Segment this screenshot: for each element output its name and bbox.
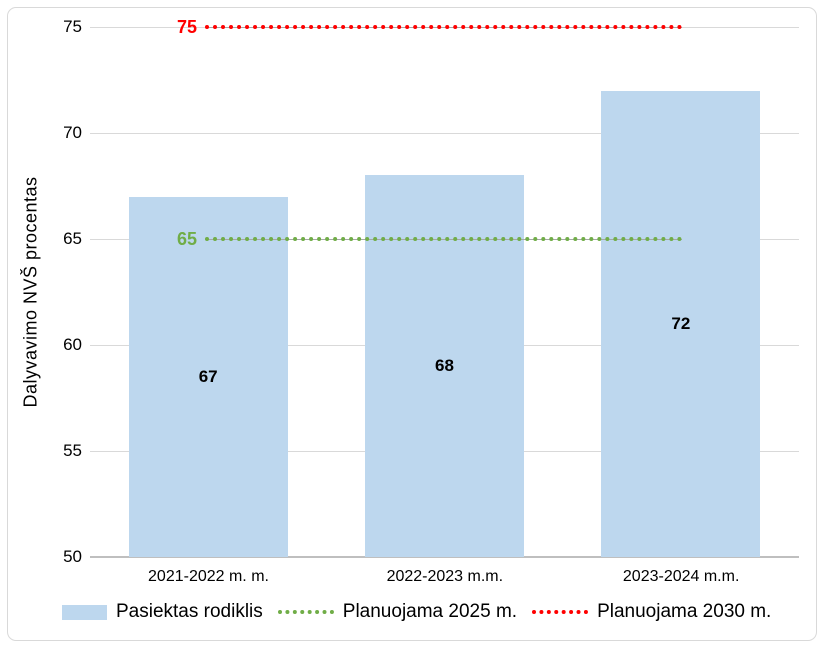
red-dotted-line-swatch-icon xyxy=(532,610,589,614)
y-tick-label: 70 xyxy=(63,123,82,142)
legend-label: Planuojama 2030 m. xyxy=(597,601,772,622)
bar-value-label: 72 xyxy=(671,313,691,333)
gridline xyxy=(90,133,799,134)
x-category-label: 2022-2023 m.m. xyxy=(386,568,504,585)
legend-item-planuojama-2030: Planuojama 2030 m. xyxy=(532,601,771,623)
bar-2023-2024: 72 xyxy=(601,90,761,557)
x-axis-line xyxy=(90,556,799,558)
target-line-dotted xyxy=(205,237,682,241)
bar-swatch-icon xyxy=(62,604,107,620)
plot-area: 67 68 72 65 75 xyxy=(90,17,799,558)
legend-label: Pasiektas rodiklis xyxy=(116,601,263,622)
legend: Pasiektas rodiklis Planuojama 2025 m. Pl… xyxy=(62,600,771,624)
target-line-value-label: 75 xyxy=(176,17,197,37)
bar-2021-2022: 67 xyxy=(128,196,288,557)
legend-item-planuojama-2025: Planuojama 2025 m. xyxy=(277,601,518,623)
y-axis-title: Dalyvavimo NVŠ procentas xyxy=(20,176,41,408)
y-tick-label: 50 xyxy=(63,547,82,566)
legend-label: Planuojama 2025 m. xyxy=(342,601,518,622)
y-tick-label: 55 xyxy=(63,441,82,460)
target-line-value-label: 65 xyxy=(176,229,197,249)
target-line-dotted xyxy=(205,25,682,29)
y-tick-label: 60 xyxy=(63,335,82,354)
x-category-label: 2021-2022 m. m. xyxy=(148,568,269,585)
y-tick-label: 75 xyxy=(63,17,82,36)
bar-value-label: 67 xyxy=(198,366,218,386)
legend-item-pasiektas-rodiklis: Pasiektas rodiklis xyxy=(62,601,263,623)
green-dotted-line-swatch-icon xyxy=(277,610,334,614)
x-category-label: 2023-2024 m.m. xyxy=(622,568,740,585)
bar-value-label: 68 xyxy=(435,356,454,376)
y-tick-label: 65 xyxy=(63,229,82,248)
bar-2022-2023: 68 xyxy=(365,175,524,557)
